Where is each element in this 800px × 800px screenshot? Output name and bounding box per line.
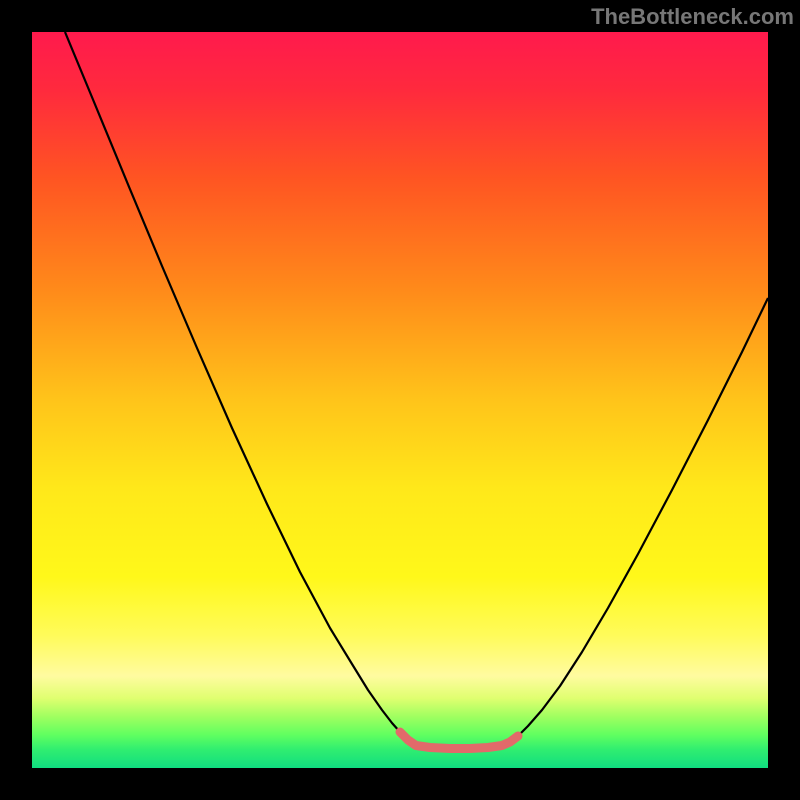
curve-layer <box>32 32 768 768</box>
watermark-text: TheBottleneck.com <box>591 4 794 30</box>
chart-container: TheBottleneck.com <box>0 0 800 800</box>
bottleneck-highlight <box>400 732 518 749</box>
plot-area <box>32 32 768 768</box>
bottleneck-curve <box>65 32 768 749</box>
